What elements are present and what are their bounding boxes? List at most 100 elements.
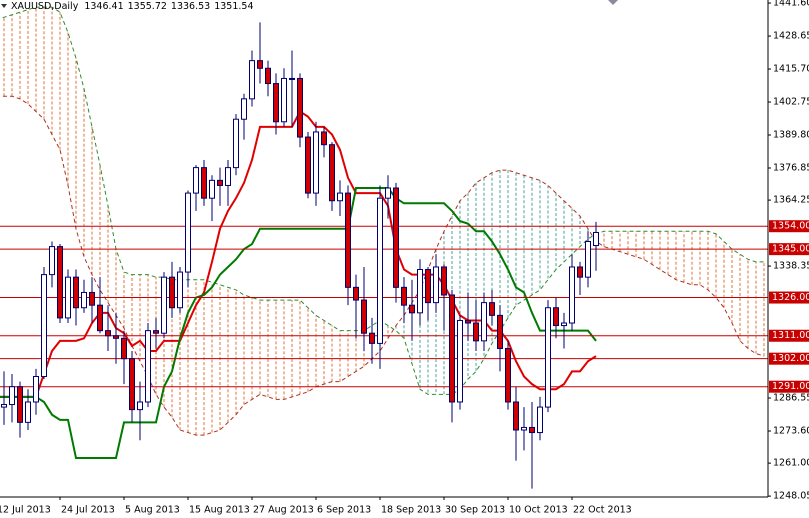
candle-body: [353, 286, 359, 301]
candle-body: [281, 77, 287, 123]
level-label: 1302.00: [772, 353, 809, 364]
candle-body: [545, 307, 551, 408]
candle-body: [257, 60, 263, 69]
level-label-bg: [769, 220, 809, 233]
level-label: 1326.00: [772, 292, 809, 303]
candle-body: [577, 266, 583, 278]
candle-body: [241, 98, 247, 120]
candle-body: [9, 386, 15, 406]
candle-body: [449, 294, 455, 403]
candle-body: [441, 266, 447, 296]
y-tick-label: 1286.55: [773, 393, 809, 404]
level-label-bg: [769, 291, 809, 304]
candle-body: [153, 330, 159, 334]
candle-body: [161, 276, 167, 334]
candle-body: [137, 401, 143, 411]
candle-body: [297, 77, 303, 138]
candle-body: [105, 330, 111, 337]
candle-body: [273, 83, 279, 123]
candle-body: [513, 401, 519, 431]
candle-body: [553, 307, 559, 327]
candle-body: [561, 322, 567, 327]
y-tick-label: 1338.35: [773, 261, 809, 272]
x-tick-label: 15 Aug 2013: [189, 505, 250, 516]
y-tick-label: 1273.60: [773, 426, 809, 437]
candle-body: [145, 330, 151, 403]
header-low: 1336.53: [171, 1, 210, 12]
candle-body: [233, 118, 239, 169]
candle-body: [169, 276, 175, 309]
y-tick-label: 1441.60: [773, 0, 809, 9]
candle-body: [393, 187, 399, 288]
shift-marker: [608, 0, 618, 5]
candle-body: [89, 291, 95, 306]
symbol: XAUUSD,Daily: [11, 1, 79, 12]
y-tick-label: 1376.85: [773, 163, 809, 174]
level-label-bg: [769, 329, 809, 342]
candle-body: [425, 269, 431, 304]
indicator-line: [0, 110, 597, 398]
candle-body: [337, 192, 343, 202]
x-tick-label: 18 Sep 2013: [381, 505, 441, 516]
x-tick-label: 12 Jul 2013: [0, 505, 51, 516]
candle-body: [73, 276, 79, 309]
x-tick-label: 30 Sep 2013: [445, 505, 505, 516]
candle-body: [401, 286, 407, 306]
candle-body: [585, 240, 591, 278]
candle-body: [345, 192, 351, 288]
y-tick-label: 1402.75: [773, 97, 809, 108]
y-tick-label: 1389.80: [773, 130, 809, 141]
candle-body: [433, 266, 439, 304]
x-tick-label: 10 Oct 2013: [509, 505, 568, 516]
candle-body: [81, 291, 87, 309]
y-tick-label: 1364.25: [773, 195, 809, 206]
indicator-line: [0, 186, 597, 460]
level-label: 1345.00: [772, 244, 809, 255]
candle-body: [129, 358, 135, 411]
candle-body: [305, 136, 311, 194]
level-label: 1354.00: [772, 221, 809, 232]
candle-body: [25, 401, 31, 423]
candle-body: [465, 319, 471, 324]
candle-body: [409, 304, 415, 314]
candle-body: [265, 67, 271, 85]
x-tick-label: 5 Aug 2013: [125, 505, 180, 516]
candle-body: [329, 144, 335, 202]
candle-body: [457, 319, 463, 403]
candle-body: [289, 77, 295, 80]
chart-header: XAUUSD,Daily 1346.41 1355.72 1336.53 1351.54: [11, 1, 254, 12]
candle-body: [33, 376, 39, 403]
candle-body: [377, 197, 383, 344]
header-high: 1355.72: [128, 1, 167, 12]
candle-body: [249, 60, 255, 100]
candle-body: [321, 131, 327, 146]
candle-body: [521, 426, 527, 431]
level-label-bg: [769, 243, 809, 256]
candle-body: [529, 426, 535, 434]
candle-body: [193, 167, 199, 194]
candle-body: [497, 314, 503, 349]
candle-body: [185, 192, 191, 273]
candle-body: [361, 299, 367, 334]
candle-body: [177, 271, 183, 309]
level-label: 1291.00: [772, 381, 809, 392]
candle-body: [489, 302, 495, 316]
level-label-bg: [769, 352, 809, 365]
x-tick-label: 24 Jul 2013: [61, 505, 115, 516]
y-tick-label: 1261.00: [773, 458, 809, 469]
candle-body: [201, 167, 207, 199]
candle-body: [569, 266, 575, 324]
x-tick-label: 6 Sep 2013: [317, 505, 371, 516]
candle-body: [17, 386, 23, 423]
candle-body: [1, 404, 7, 408]
candle-body: [385, 187, 391, 199]
candle-body: [505, 347, 511, 403]
candle-body: [481, 302, 487, 342]
candle-body: [209, 179, 215, 199]
collapse-icon[interactable]: [1, 4, 7, 8]
candle-body: [369, 332, 375, 344]
level-label-bg: [769, 380, 809, 393]
